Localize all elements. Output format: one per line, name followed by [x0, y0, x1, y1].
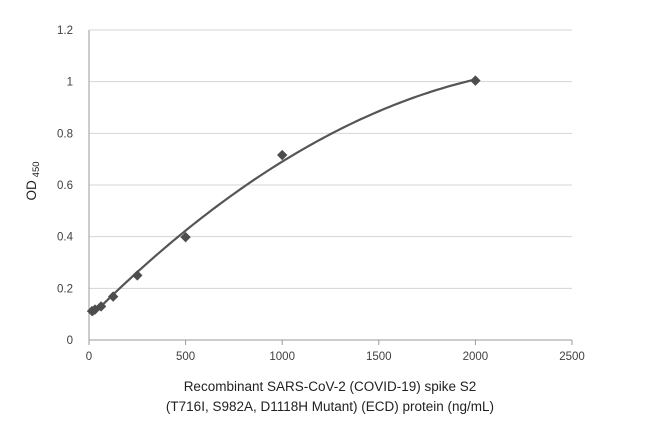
x-tick-label: 0	[86, 351, 92, 363]
x-tick-label: 2500	[559, 351, 585, 363]
y-tick-label: 1.2	[57, 25, 73, 37]
data-point-marker	[180, 231, 191, 243]
y-tick-label: 0.8	[57, 128, 73, 140]
x-tick-label: 2000	[463, 351, 489, 363]
y-axis-label-subscript: 450	[31, 161, 42, 177]
data-point-marker	[95, 301, 107, 312]
y-tick-label: 0.2	[57, 283, 73, 295]
data-point-marker	[107, 291, 119, 302]
x-axis-title-line1: Recombinant SARS-CoV-2 (COVID-19) spike …	[184, 379, 477, 394]
x-axis-title-line2: (T716I, S982A, D1118H Mutant) (ECD) prot…	[166, 399, 494, 414]
series-layer	[86, 75, 481, 317]
y-tick-label: 0	[67, 335, 73, 347]
grid-lines	[89, 29, 572, 289]
data-point-marker	[132, 270, 143, 281]
data-point-marker	[470, 75, 481, 86]
y-tick-label: 1	[67, 77, 73, 89]
x-tick-label: 500	[176, 351, 195, 363]
x-tick-label: 1000	[269, 351, 295, 363]
y-tick-label: 0.6	[57, 180, 73, 192]
axes	[88, 30, 573, 345]
x-tick-label: 1500	[366, 351, 392, 363]
data-point-marker	[277, 149, 288, 161]
y-tick-labels: 0 0.2 0.4 0.6 0.8 1 1.2	[57, 25, 74, 347]
trendline	[91, 78, 476, 316]
x-tick-labels: 0 500 1000 1500 2000 2500	[86, 351, 585, 363]
y-tick-label: 0.4	[57, 232, 74, 244]
y-axis-label: OD	[24, 180, 39, 201]
y-axis-title: OD 450	[24, 161, 42, 200]
